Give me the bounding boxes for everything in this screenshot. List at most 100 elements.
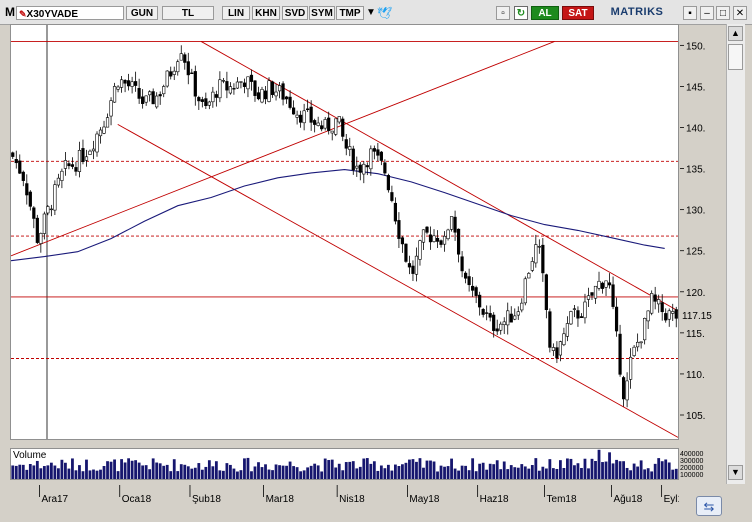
volume-panel[interactable]: Volume (10, 448, 679, 480)
volume-bar (193, 467, 197, 479)
volume-bar (425, 460, 429, 479)
volume-bar (408, 459, 411, 479)
candle (481, 307, 485, 318)
volume-bar (109, 461, 113, 479)
template-button[interactable]: TMP (336, 6, 364, 20)
candle (650, 290, 654, 316)
twitter-bird-icon[interactable]: 🕊 (377, 6, 393, 20)
candle (137, 78, 141, 104)
candle (11, 151, 15, 159)
x-tick-label: Haz18 (480, 494, 509, 505)
candle (558, 340, 562, 362)
price-chart-svg (11, 25, 678, 439)
volume-bar (190, 468, 194, 479)
vertical-scrollbar[interactable]: ▲ ▼ (726, 24, 745, 484)
refresh-icon[interactable]: ↻ (514, 6, 528, 20)
volume-bar (632, 463, 636, 479)
volume-bar (39, 468, 43, 479)
candle (221, 77, 225, 84)
candle (341, 116, 345, 142)
candle (671, 303, 675, 322)
sync-icon[interactable]: ⇆ (696, 496, 722, 516)
x-tick-label: Ara17 (41, 494, 68, 505)
candle (453, 210, 457, 241)
volume-bar (520, 464, 524, 479)
candle (327, 111, 331, 135)
close-icon[interactable]: ✕ (733, 6, 747, 20)
volume-bar (481, 462, 485, 479)
price-chart[interactable] (10, 24, 679, 440)
candle (112, 82, 117, 103)
volume-bar (573, 465, 576, 479)
candle (218, 71, 222, 103)
candle (351, 145, 355, 175)
candle (277, 82, 282, 99)
candle (344, 133, 348, 156)
volume-bar (622, 461, 625, 479)
volume-bar (320, 471, 324, 479)
volume-bar (64, 462, 67, 479)
volume-bar (372, 461, 376, 479)
volume-bar (443, 466, 446, 479)
volume-bar (14, 465, 18, 479)
dropdown-arrow-icon[interactable]: ▼ (366, 7, 376, 18)
flag-icon[interactable]: ▫ (496, 6, 510, 20)
candle (193, 65, 197, 106)
scroll-up-icon[interactable]: ▲ (728, 26, 743, 41)
candle (260, 86, 264, 104)
menu-icon[interactable]: M (5, 5, 15, 19)
volume-bar (537, 470, 541, 479)
currency-button[interactable]: TL (162, 6, 214, 20)
volume-bar (144, 465, 148, 479)
candle (590, 292, 594, 300)
volume-bar (260, 467, 264, 479)
volume-bar (516, 467, 520, 479)
volume-axis-label: 200000 (680, 465, 703, 472)
candle (534, 234, 538, 268)
volume-bar (457, 470, 460, 479)
buy-button[interactable]: AL (531, 6, 559, 20)
volume-bar (590, 458, 594, 479)
volume-bar (99, 469, 102, 479)
y-tick-label: 120. (686, 288, 705, 299)
window-menu-icon[interactable]: ▪ (683, 6, 697, 20)
candle (105, 113, 110, 128)
volume-bar (253, 466, 257, 479)
minimize-icon[interactable]: – (700, 6, 714, 20)
candle (471, 277, 475, 297)
volume-bar (534, 458, 538, 479)
scroll-thumb[interactable] (728, 44, 743, 70)
candle (386, 173, 390, 193)
candle (407, 255, 412, 275)
candle (404, 243, 408, 263)
candle (337, 116, 341, 125)
scroll-down-icon[interactable]: ▼ (728, 465, 743, 480)
sym-button[interactable]: SYM (309, 6, 335, 20)
svd-button[interactable]: SVD (282, 6, 308, 20)
candle (565, 316, 570, 342)
symbol-field[interactable]: ✎X30YVADE (16, 6, 124, 20)
candle (467, 268, 471, 292)
candle (109, 97, 113, 126)
period-button[interactable]: GUN (126, 6, 158, 20)
candle (70, 157, 75, 170)
volume-bar (485, 469, 489, 479)
volume-bar (653, 463, 657, 479)
candle (600, 281, 605, 294)
maximize-icon[interactable]: □ (716, 6, 730, 20)
volume-bar (176, 471, 180, 479)
x-tick-label: Eyl18 (664, 494, 679, 505)
candle (636, 333, 640, 352)
candle (667, 308, 671, 327)
sell-button[interactable]: SAT (562, 6, 594, 20)
volume-bar (165, 464, 169, 479)
khn-button[interactable]: KHN (252, 6, 280, 20)
volume-bar (162, 465, 166, 479)
volume-bar (576, 463, 580, 479)
candle (123, 79, 127, 93)
volume-bar (509, 465, 513, 479)
line-button[interactable]: LIN (222, 6, 250, 20)
candle (621, 375, 626, 407)
candle (21, 170, 25, 187)
